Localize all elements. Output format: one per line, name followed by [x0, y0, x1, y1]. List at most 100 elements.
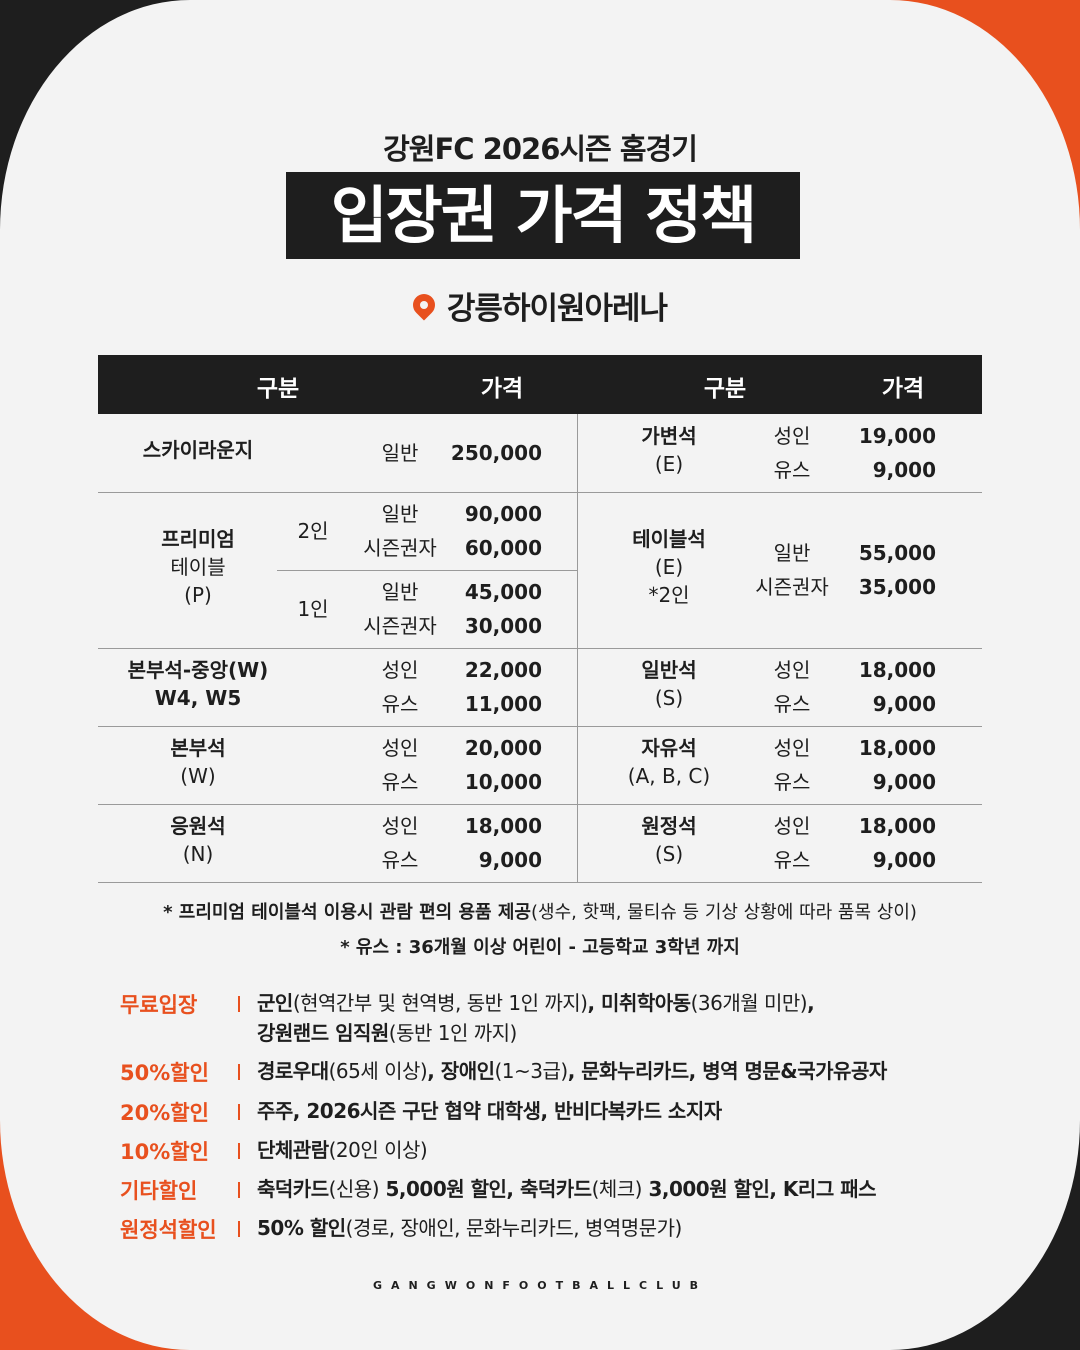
ticket-type: 시즌권자 — [755, 575, 829, 599]
discount-label: 10%할인 — [120, 1140, 209, 1164]
separator-bar — [238, 1221, 240, 1237]
note-premium: * 프리미엄 테이블석 이용시 관람 편의 용품 제공(생수, 핫팩, 물티슈 … — [0, 898, 1080, 924]
discount-text-segment: (65세 이상) — [328, 1059, 428, 1083]
subtitle: 강원FC 2026시즌 홈경기 — [383, 132, 698, 166]
ticket-type: 유스 — [773, 770, 811, 794]
ticket-type: 성인 — [381, 814, 419, 838]
ticket-type: 성인 — [773, 658, 811, 682]
header-category-right: 구분 — [703, 376, 747, 402]
ticket-price: 18,000 — [858, 814, 936, 838]
header-category-left: 구분 — [256, 376, 300, 402]
discount-text-segment: (20인 이상) — [328, 1138, 428, 1162]
seat-name: 테이블석 — [632, 527, 706, 551]
separator-bar — [238, 1143, 240, 1159]
discount-text-segment: 3,000원 할인, K리그 패스 — [641, 1177, 876, 1201]
row-divider — [98, 648, 982, 649]
ticket-type: 성인 — [773, 736, 811, 760]
separator-bar — [238, 1182, 240, 1198]
ticket-price: 18,000 — [464, 814, 542, 838]
discount-text-segment: (현역간부 및 현역병, 동반 1인 까지) — [292, 991, 588, 1015]
group-size: 1인 — [297, 597, 329, 621]
ticket-price: 9,000 — [872, 770, 936, 794]
discount-text-segment: 군인 — [257, 991, 293, 1015]
discount-text-segment: , 장애인 — [427, 1059, 495, 1083]
ticket-price: 22,000 — [464, 658, 542, 682]
seat-name: 자유석 — [641, 736, 697, 760]
location-pin-icon — [408, 289, 440, 321]
discount-text: 축덕카드(신용) 5,000원 할인, 축덕카드(체크) 3,000원 할인, … — [257, 1174, 877, 1204]
ticket-type: 일반 — [381, 580, 419, 604]
seat-name: 일반석 — [641, 658, 697, 682]
ticket-price: 11,000 — [464, 692, 542, 716]
seat-name: 원정석 — [641, 814, 697, 838]
discount-text-segment: 주주, 2026시즌 구단 협약 대학생, 반비다복카드 소지자 — [257, 1099, 722, 1123]
separator-bar — [238, 1104, 240, 1120]
seat-name: (W) — [180, 764, 216, 788]
row-divider — [98, 726, 982, 727]
seat-name: (E) — [654, 555, 684, 579]
seat-name: (A, B, C) — [627, 764, 711, 788]
ticket-type: 일반 — [773, 541, 811, 565]
discount-text-segment: , 문화누리카드, 병역 명문&국가유공자 — [567, 1059, 888, 1083]
ticket-price: 18,000 — [858, 658, 936, 682]
ticket-price: 35,000 — [858, 575, 936, 599]
discount-text: 단체관람(20인 이상) — [257, 1135, 428, 1165]
seat-name: (N) — [182, 842, 214, 866]
discount-text-segment: (신용) — [328, 1177, 380, 1201]
column-divider — [577, 414, 578, 882]
seat-name: 가변석 — [641, 424, 697, 448]
row-divider — [98, 804, 982, 805]
ticket-price: 55,000 — [858, 541, 936, 565]
note-premium-bold: * 프리미엄 테이블석 이용시 관람 편의 용품 제공 — [163, 902, 531, 923]
seat-name: 테이블 — [170, 555, 226, 579]
header-price-left: 가격 — [480, 376, 524, 402]
discount-text-segment: (36개월 미만) — [690, 991, 808, 1015]
ticket-price: 9,000 — [872, 848, 936, 872]
ticket-type: 유스 — [773, 458, 811, 482]
note-premium-detail: (생수, 핫팩, 물티슈 등 기상 상황에 따라 품목 상이) — [531, 902, 917, 923]
ticket-price: 9,000 — [872, 458, 936, 482]
ticket-type: 시즌권자 — [363, 614, 437, 638]
ticket-price: 45,000 — [464, 580, 542, 604]
discount-text: 주주, 2026시즌 구단 협약 대학생, 반비다복카드 소지자 — [257, 1096, 722, 1126]
ticket-type: 유스 — [381, 770, 419, 794]
discount-label: 기타할인 — [120, 1179, 198, 1203]
ticket-price: 9,000 — [478, 848, 542, 872]
discount-label: 원정석할인 — [120, 1218, 217, 1242]
discount-text-segment: 5,000원 할인, 축덕카드 — [379, 1177, 592, 1201]
ticket-type: 유스 — [773, 692, 811, 716]
ticket-type: 성인 — [773, 424, 811, 448]
seat-name: (S) — [654, 842, 684, 866]
discount-text-segment: 축덕카드 — [257, 1177, 329, 1201]
discount-text: 경로우대(65세 이상), 장애인(1~3급), 문화누리카드, 병역 명문&국… — [257, 1056, 887, 1086]
ticket-type: 성인 — [381, 658, 419, 682]
seat-name: 본부석-중앙(W) — [127, 658, 269, 682]
discount-text-segment: 강원랜드 임직원 — [257, 1021, 389, 1045]
seat-name: (P) — [184, 583, 212, 607]
seat-name: 스카이라운지 — [142, 438, 254, 462]
row-divider — [98, 492, 982, 493]
ticket-price: 20,000 — [464, 736, 542, 760]
discount-text-segment: 경로우대 — [257, 1059, 329, 1083]
ticket-price: 19,000 — [858, 424, 936, 448]
separator-bar — [238, 996, 240, 1012]
ticket-type: 일반 — [381, 441, 419, 465]
discount-text-segment: , 미취학아동 — [587, 991, 692, 1015]
ticket-type: 유스 — [381, 692, 419, 716]
discount-text-segment: , — [807, 991, 815, 1015]
seat-name: 프리미엄 — [161, 527, 235, 551]
location: 강릉하이원아레나 — [0, 283, 1080, 328]
ticket-type: 성인 — [773, 814, 811, 838]
seat-name: 응원석 — [170, 814, 226, 838]
footer-brand: GANGWONFOOTBALLCLUB — [372, 1279, 708, 1292]
location-name: 강릉하이원아레나 — [446, 291, 668, 327]
ticket-price: 60,000 — [464, 536, 542, 560]
discount-text: 50% 할인(경로, 장애인, 문화누리카드, 병역명문가) — [257, 1213, 682, 1243]
note-youth: * 유스 : 36개월 이상 어린이 - 고등학교 3학년 까지 — [340, 937, 740, 958]
discount-text-segment: 50% 할인 — [257, 1216, 346, 1240]
separator-bar — [238, 1064, 240, 1080]
seat-name: (S) — [654, 686, 684, 710]
ticket-price: 250,000 — [450, 441, 542, 465]
page-title: 입장권 가격 정책 — [286, 172, 800, 259]
ticket-type: 성인 — [381, 736, 419, 760]
